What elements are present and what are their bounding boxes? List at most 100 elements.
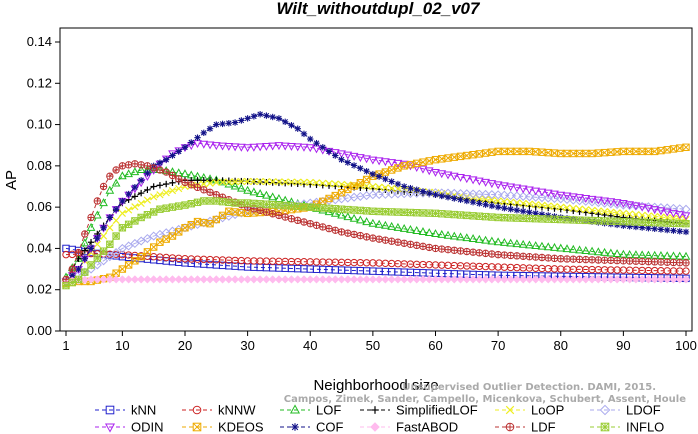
data-point-ldf — [375, 235, 383, 243]
y-tick-label: 0.14 — [27, 34, 52, 49]
data-point-cof — [469, 198, 477, 206]
data-point-fastabod — [581, 275, 590, 284]
data-point-inflo — [525, 214, 534, 223]
data-point-loop — [575, 205, 584, 213]
data-point-cof — [300, 130, 308, 138]
data-point-cof — [75, 265, 82, 273]
data-point-inflo — [212, 197, 221, 205]
credit-line-1: Unsupervised Outlier Detection. DAMI, 20… — [402, 382, 656, 393]
legend-swatch-marker — [505, 422, 515, 432]
legend-label: kNN — [131, 403, 156, 418]
data-point-lof — [456, 232, 465, 241]
data-point-odin — [249, 143, 259, 152]
data-point-fastabod — [199, 275, 208, 284]
data-point-inflo — [262, 200, 271, 208]
data-point-cof — [438, 192, 445, 200]
data-point-loop — [269, 178, 277, 186]
data-point-odin — [431, 168, 440, 177]
data-point-inflo — [638, 218, 646, 226]
data-point-ldf — [682, 259, 690, 267]
data-point-inflo — [356, 206, 365, 215]
data-point-cof — [426, 189, 433, 197]
legend-swatch-marker — [370, 422, 380, 432]
data-point-lof — [593, 247, 603, 256]
data-point-fastabod — [443, 275, 453, 284]
data-point-inflo — [575, 216, 584, 224]
data-point-ldf — [350, 230, 358, 239]
data-point-inflo — [613, 217, 621, 226]
data-point-ldf — [513, 252, 521, 260]
data-point-ldf — [550, 254, 559, 263]
data-point-loop — [525, 200, 534, 208]
y-tick-label: 0.02 — [27, 282, 52, 297]
legend-swatch-marker — [371, 406, 379, 414]
data-point-inflo — [275, 201, 283, 209]
data-point-cof — [375, 173, 383, 180]
data-point-cof — [269, 113, 276, 121]
data-point-inflo — [475, 212, 484, 220]
series-inflo — [62, 197, 690, 290]
data-point-inflo — [600, 217, 609, 225]
data-point-simplifiedlof — [150, 183, 157, 190]
data-point-fastabod — [143, 275, 152, 284]
data-point-lof — [180, 169, 190, 178]
data-point-lof — [431, 229, 440, 238]
data-point-fastabod — [212, 275, 221, 284]
data-point-cof — [451, 195, 458, 202]
data-point-odin — [593, 196, 603, 205]
data-point-fastabod — [349, 275, 359, 284]
data-point-loop — [582, 205, 590, 214]
data-point-odin — [387, 159, 397, 168]
data-point-inflo — [250, 199, 258, 208]
data-point-cof — [526, 209, 533, 216]
data-point-cof — [294, 125, 301, 132]
legend-label: LDOF — [626, 403, 661, 418]
legend: kNN kNNW LOF SimplifiedLOF LoOP LDOF ODIN KDEOS… — [95, 403, 664, 434]
data-point-ldf — [106, 172, 114, 180]
data-point-ldof — [117, 243, 127, 253]
data-point-kdeos — [419, 158, 427, 166]
data-point-ldof — [593, 198, 603, 208]
data-point-cof — [357, 165, 364, 172]
data-point-fastabod — [669, 275, 678, 284]
data-point-odin — [205, 141, 215, 150]
data-point-odin — [262, 142, 271, 151]
data-point-simplifiedlof — [601, 211, 608, 219]
data-point-odin — [575, 194, 584, 203]
data-point-cof — [519, 208, 527, 215]
data-point-ldf — [569, 255, 577, 263]
data-point-cof — [620, 222, 627, 229]
data-point-inflo — [538, 215, 546, 223]
data-point-ldf — [413, 241, 421, 250]
data-point-ldf — [124, 161, 133, 169]
data-point-ldof — [524, 192, 534, 202]
legend-item-fastabod: FastABOD — [360, 420, 458, 434]
data-point-cof — [676, 228, 683, 235]
plot-area-frame — [59, 27, 693, 332]
data-point-lof — [656, 250, 666, 259]
data-point-ldf — [212, 191, 221, 199]
data-point-lof — [86, 222, 96, 231]
data-point-fastabod — [268, 275, 277, 284]
data-point-cof — [394, 180, 402, 188]
data-point-simplifiedlof — [156, 182, 164, 189]
data-point-ldf — [287, 215, 296, 223]
data-point-inflo — [500, 213, 509, 222]
data-point-cof — [106, 214, 114, 221]
data-point-fastabod — [155, 275, 165, 284]
data-point-loop — [306, 178, 314, 186]
data-point-kdeos — [663, 146, 671, 154]
data-point-cof — [125, 190, 132, 198]
data-point-fastabod — [318, 275, 327, 284]
data-point-loop — [225, 178, 233, 186]
data-point-ldf — [187, 181, 195, 189]
data-point-ldf — [306, 219, 314, 228]
data-point-inflo — [281, 201, 289, 210]
legend-item-simplifiedlof: SimplifiedLOF — [360, 403, 478, 418]
data-point-inflo — [181, 201, 189, 209]
data-point-cof — [476, 200, 483, 207]
data-point-lof — [644, 250, 653, 259]
data-point-inflo — [644, 218, 653, 227]
x-tick-label: 20 — [178, 338, 192, 353]
data-point-lof — [468, 234, 478, 242]
